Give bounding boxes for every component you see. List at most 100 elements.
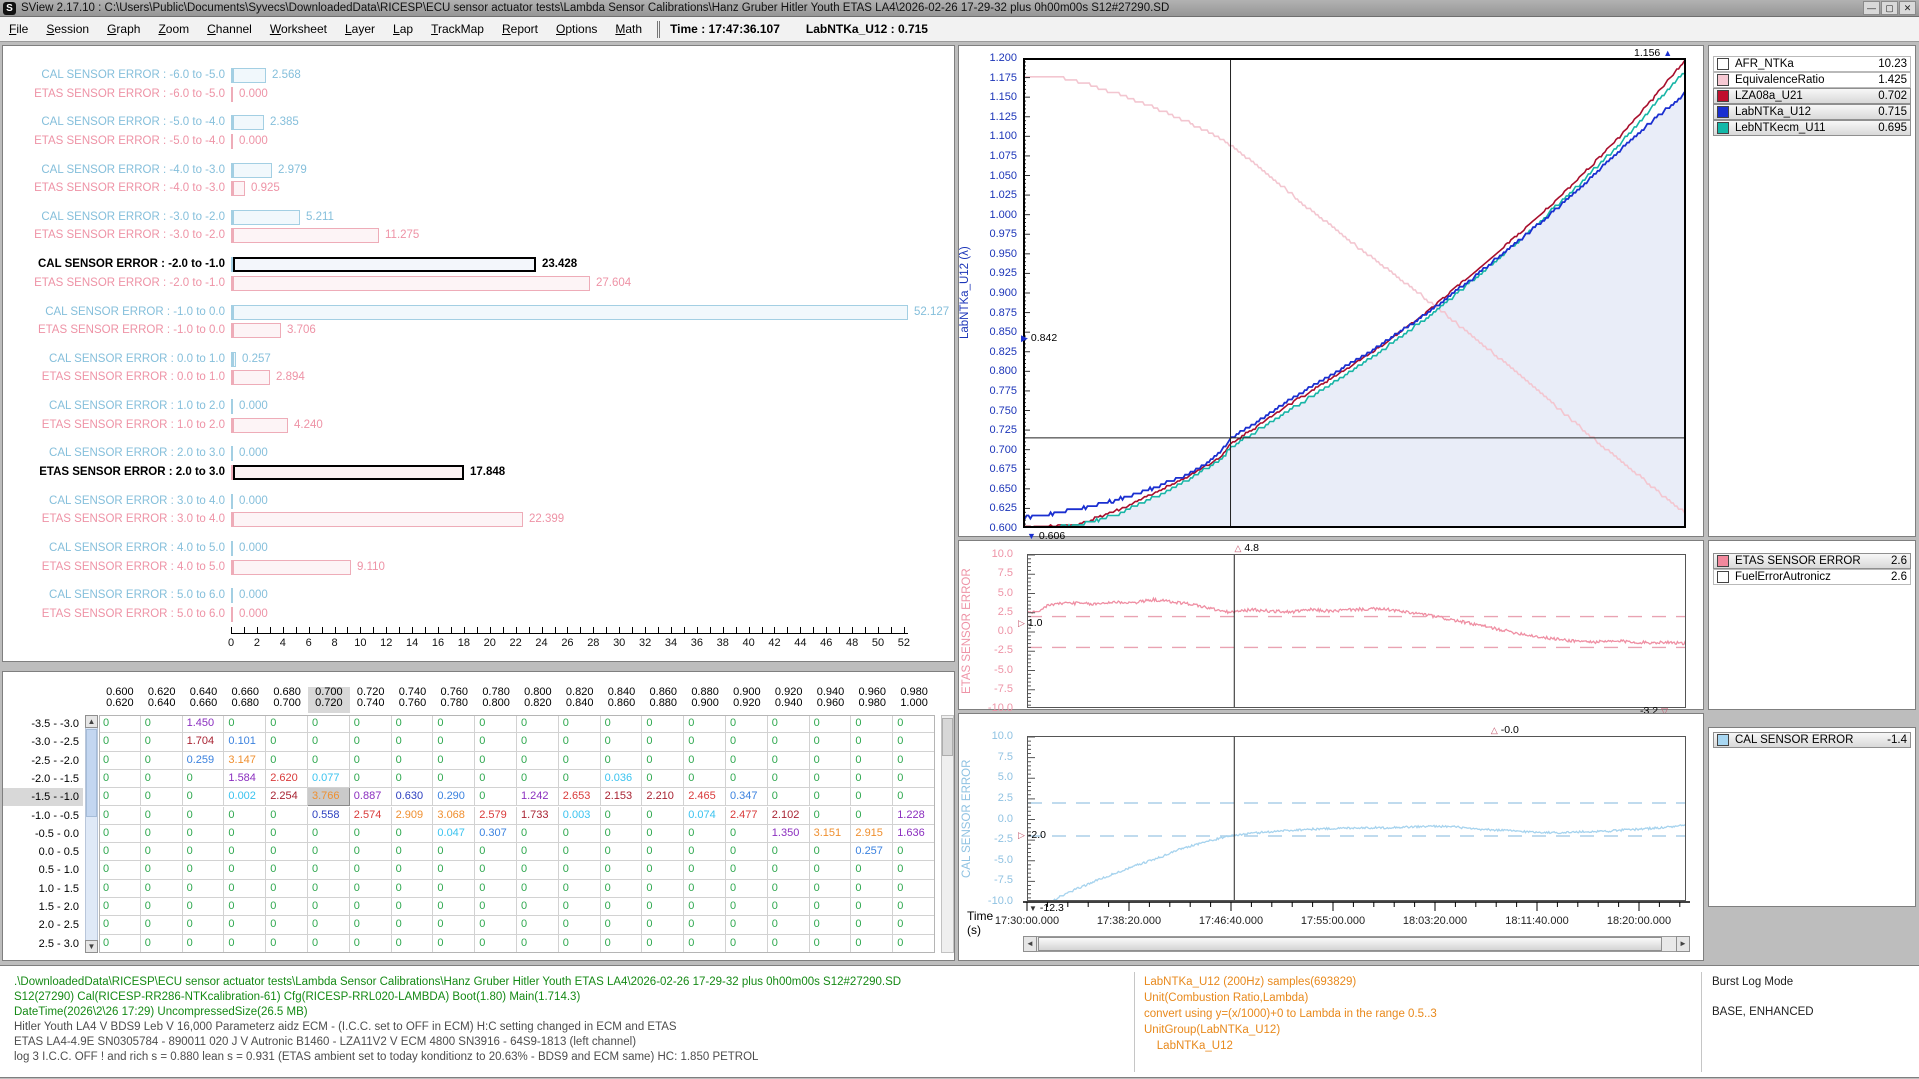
table-cell[interactable]: 0 (183, 770, 225, 788)
legend-row-labntka-u12[interactable]: LabNTKa_U120.715 (1713, 104, 1911, 120)
row-header[interactable]: -3.5 - -3.0 (3, 715, 83, 733)
table-cell[interactable]: 0 (475, 788, 517, 806)
table-cell[interactable]: 0 (726, 880, 768, 898)
table-cell[interactable]: 0 (308, 916, 350, 934)
table-cell[interactable]: 0 (851, 733, 893, 751)
menu-session[interactable]: Session (37, 22, 98, 36)
scroll-thumb[interactable] (942, 718, 953, 756)
row-header[interactable]: -3.0 - -2.5 (3, 733, 83, 751)
table-cell[interactable]: 0 (392, 898, 434, 916)
table-cell[interactable]: 0 (266, 843, 308, 861)
table-cell[interactable]: 0 (768, 843, 810, 861)
table-cell[interactable]: 0.003 (559, 807, 601, 825)
etas-error-bar[interactable] (233, 418, 288, 433)
table-cell[interactable]: 0 (350, 843, 392, 861)
table-cell[interactable]: 0 (99, 788, 141, 806)
column-header[interactable]: 0.7000.720 (308, 687, 350, 713)
table-cell[interactable]: 0 (141, 807, 183, 825)
table-cell[interactable]: 0 (601, 807, 643, 825)
row-header[interactable]: -2.5 - -2.0 (3, 752, 83, 770)
table-cell[interactable]: 0 (99, 916, 141, 934)
table-cell[interactable]: 0 (141, 843, 183, 861)
table-cell[interactable]: 0 (433, 752, 475, 770)
table-cell[interactable]: 0 (99, 825, 141, 843)
etas-error-bar[interactable] (233, 181, 245, 196)
table-cell[interactable]: 0 (266, 752, 308, 770)
table-cell[interactable]: 0 (851, 898, 893, 916)
maximize-button[interactable]: ▢ (1881, 1, 1898, 15)
table-cell[interactable]: 0 (308, 861, 350, 879)
table-cell[interactable]: 0 (224, 825, 266, 843)
legend-row-etas-sensor-error[interactable]: ETAS SENSOR ERROR2.6 (1713, 553, 1911, 569)
etas-error-bar[interactable] (233, 560, 351, 575)
etas-error-bin-label[interactable]: ETAS SENSOR ERROR : -6.0 to -5.0 (3, 87, 225, 102)
scroll-thumb[interactable] (1038, 937, 1662, 951)
table-cell[interactable]: 2.465 (684, 788, 726, 806)
table-cell[interactable]: 0 (893, 935, 935, 953)
table-cell[interactable]: 0 (559, 916, 601, 934)
table-cell[interactable]: 0 (601, 715, 643, 733)
table-cell[interactable]: 0 (684, 935, 726, 953)
table-cell[interactable]: 0 (851, 880, 893, 898)
table-cell[interactable]: 0 (350, 861, 392, 879)
table-cell[interactable]: 0 (559, 861, 601, 879)
table-cell[interactable]: 0 (475, 916, 517, 934)
table-cell[interactable]: 0 (851, 715, 893, 733)
column-header[interactable]: 0.9600.980 (851, 687, 893, 713)
table-cell[interactable]: 0 (642, 770, 684, 788)
table-cell[interactable]: 0 (350, 898, 392, 916)
column-header[interactable]: 0.7200.740 (350, 687, 392, 713)
table-cell[interactable]: 0 (726, 825, 768, 843)
column-header[interactable]: 0.8200.840 (559, 687, 601, 713)
cal-error-bin-label[interactable]: CAL SENSOR ERROR : 3.0 to 4.0 (3, 494, 225, 509)
row-header[interactable]: 1.0 - 1.5 (3, 880, 83, 898)
column-header[interactable]: 0.6600.680 (224, 687, 266, 713)
cal-error-bin-label[interactable]: CAL SENSOR ERROR : 4.0 to 5.0 (3, 541, 225, 556)
table-cell[interactable]: 0 (350, 880, 392, 898)
menu-options[interactable]: Options (547, 22, 606, 36)
table-cell[interactable]: 0 (350, 825, 392, 843)
table-cell[interactable]: 1.450 (183, 715, 225, 733)
table-cell[interactable]: 0 (601, 733, 643, 751)
table-cell[interactable]: 0 (893, 843, 935, 861)
table-cell[interactable]: 0 (308, 935, 350, 953)
table-cell[interactable]: 0 (601, 825, 643, 843)
menu-worksheet[interactable]: Worksheet (261, 22, 336, 36)
table-cell[interactable]: 0.074 (684, 807, 726, 825)
table-cell[interactable]: 0 (266, 880, 308, 898)
legend-row-fuelerrorautronicz[interactable]: FuelErrorAutronicz2.6 (1713, 569, 1911, 585)
table-cell[interactable]: 0 (392, 861, 434, 879)
menu-lap[interactable]: Lap (384, 22, 422, 36)
etas-error-bin-label[interactable]: ETAS SENSOR ERROR : -5.0 to -4.0 (3, 134, 225, 149)
cal-error-bar[interactable] (233, 305, 908, 320)
table-cell[interactable]: 0 (141, 715, 183, 733)
table-cell[interactable]: 3.766 (308, 788, 350, 806)
table-cell[interactable]: 0.077 (308, 770, 350, 788)
etas-error-bar[interactable] (233, 465, 464, 480)
table-cell[interactable]: 0 (642, 861, 684, 879)
cal-error-bin-label[interactable]: CAL SENSOR ERROR : 2.0 to 3.0 (3, 446, 225, 461)
table-cell[interactable]: 0 (141, 825, 183, 843)
table-cell[interactable]: 3.151 (810, 825, 852, 843)
column-header[interactable]: 0.7800.800 (475, 687, 517, 713)
column-header[interactable]: 0.8400.860 (601, 687, 643, 713)
table-cell[interactable]: 0 (433, 898, 475, 916)
table-cell[interactable]: 0.047 (433, 825, 475, 843)
table-cell[interactable]: 0 (224, 807, 266, 825)
table-cell[interactable]: 0 (392, 825, 434, 843)
table-cell[interactable]: 2.653 (559, 788, 601, 806)
cal-error-bar[interactable] (233, 163, 272, 178)
table-cell[interactable]: 0 (768, 861, 810, 879)
scroll-thumb[interactable] (86, 729, 97, 817)
column-header[interactable]: 0.6200.640 (141, 687, 183, 713)
table-cell[interactable]: 0 (768, 935, 810, 953)
table-cell[interactable]: 0 (183, 898, 225, 916)
table-cell[interactable]: 2.102 (768, 807, 810, 825)
etas-error-bin-label[interactable]: ETAS SENSOR ERROR : 3.0 to 4.0 (3, 512, 225, 527)
table-cell[interactable]: 0 (642, 935, 684, 953)
table-cell[interactable]: 0 (266, 715, 308, 733)
table-cell[interactable]: 0 (183, 788, 225, 806)
table-cell[interactable]: 0 (392, 752, 434, 770)
table-cell[interactable]: 0 (433, 861, 475, 879)
table-cell[interactable]: 0 (141, 770, 183, 788)
